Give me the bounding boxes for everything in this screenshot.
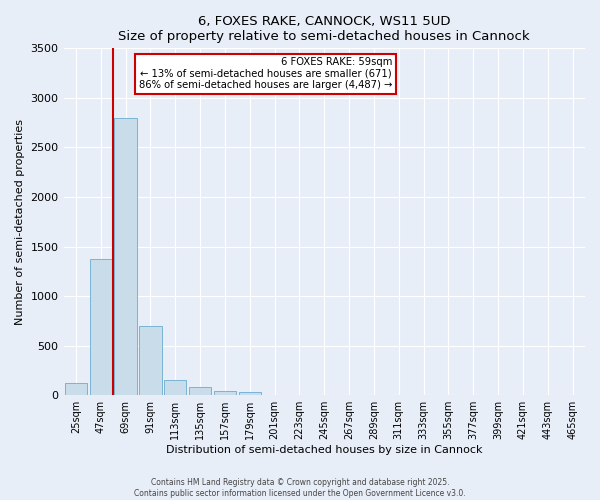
Title: 6, FOXES RAKE, CANNOCK, WS11 5UD
Size of property relative to semi-detached hous: 6, FOXES RAKE, CANNOCK, WS11 5UD Size of… xyxy=(118,15,530,43)
Bar xyxy=(65,383,87,395)
X-axis label: Distribution of semi-detached houses by size in Cannock: Distribution of semi-detached houses by … xyxy=(166,445,482,455)
Y-axis label: Number of semi-detached properties: Number of semi-detached properties xyxy=(15,119,25,325)
Bar xyxy=(139,326,161,395)
Text: Contains HM Land Registry data © Crown copyright and database right 2025.
Contai: Contains HM Land Registry data © Crown c… xyxy=(134,478,466,498)
Bar xyxy=(115,118,137,395)
Bar xyxy=(214,390,236,395)
Bar xyxy=(239,392,261,395)
Bar xyxy=(189,387,211,395)
Text: 6 FOXES RAKE: 59sqm
← 13% of semi-detached houses are smaller (671)
86% of semi-: 6 FOXES RAKE: 59sqm ← 13% of semi-detach… xyxy=(139,57,392,90)
Bar xyxy=(89,259,112,395)
Bar xyxy=(164,380,187,395)
